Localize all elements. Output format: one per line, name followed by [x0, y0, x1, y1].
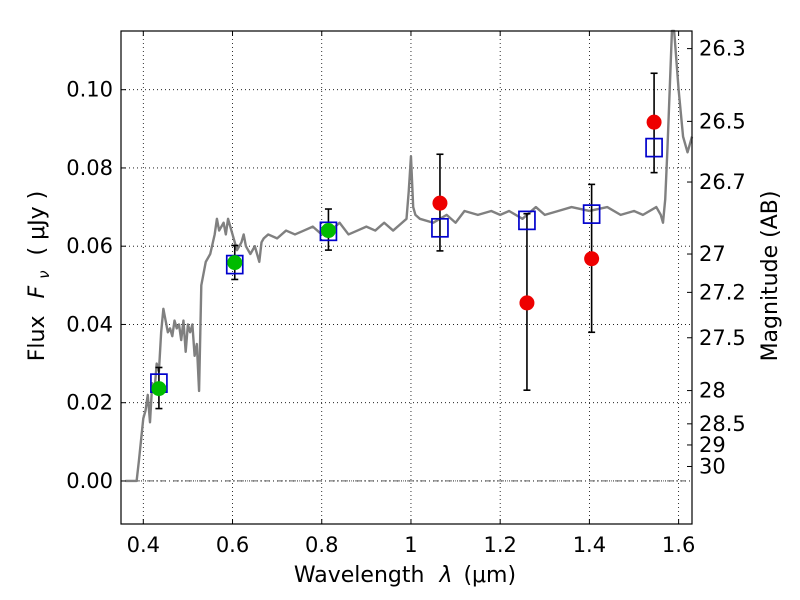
model-square-marker	[582, 204, 601, 224]
grid-lines	[121, 31, 692, 524]
mag-tick-label: 26.7	[699, 170, 746, 194]
y-tick-label: 0.02	[66, 391, 113, 415]
mag-tick-label: 29	[699, 433, 726, 457]
y-axis-label-symbol: F	[25, 285, 50, 298]
observed-point-marker	[151, 381, 167, 397]
right-axis-label: Magnitude (AB)	[758, 191, 783, 362]
observed-point-marker	[646, 114, 662, 130]
observed-point-marker	[519, 295, 535, 311]
y-tick-label: 0.08	[66, 156, 113, 180]
sed-curve	[125, 29, 694, 483]
x-axis-label: Wavelength λ (μm)	[294, 563, 516, 588]
mag-tick-label: 28	[699, 379, 726, 403]
error-bars	[155, 72, 658, 410]
x-axis-label-symbol: λ	[438, 563, 452, 588]
x-tick-label: 1.4	[573, 533, 606, 557]
mag-tick-label: 30	[699, 454, 726, 478]
mag-tick-label: 28.5	[699, 412, 746, 436]
model-square-marker	[319, 221, 338, 242]
observed-point-marker	[227, 255, 243, 271]
mag-tick-label: 27.5	[699, 326, 746, 350]
mag-tick-label: 26.3	[699, 37, 746, 61]
observed-point-marker	[432, 195, 448, 211]
y-tick-label: 0.06	[66, 234, 113, 258]
mag-tick-label: 26.5	[699, 109, 746, 133]
model-square-marker	[645, 137, 663, 158]
mag-tick-label: 27	[699, 242, 726, 266]
y-tick-label: 0.04	[66, 312, 113, 336]
x-axis-label-prefix: Wavelength	[294, 563, 425, 588]
y-tick-label: 0.10	[66, 78, 113, 102]
x-axis-label-unit: (μm)	[463, 563, 516, 588]
sed-line	[125, 29, 694, 483]
observed-points	[151, 114, 662, 397]
axis-ticks: 0.4 0.6 0.8 1 1.2 1.4 1.6 0.00 0.02 0.04 0.06 0.08 0…	[66, 31, 746, 557]
y-axis-label-unit: ( μJy )	[25, 191, 50, 256]
x-tick-label: 1.6	[662, 533, 695, 557]
x-tick-label: 0.4	[127, 533, 160, 557]
y-axis-label: Flux F ν ( μJy )	[25, 191, 55, 361]
observed-point-marker	[320, 223, 336, 239]
y-axis-label-sub: ν	[35, 270, 53, 278]
x-tick-label: 0.8	[305, 533, 338, 557]
y-tick-label: 0.00	[66, 469, 113, 493]
y-axis-label-prefix: Flux	[25, 315, 50, 361]
observed-point-marker	[584, 251, 600, 267]
mag-tick-label: 27.2	[699, 280, 746, 304]
x-tick-label: 0.6	[216, 533, 249, 557]
plot-frame	[120, 30, 693, 525]
x-tick-label: 1	[404, 533, 417, 557]
x-tick-label: 1.2	[483, 533, 516, 557]
model-square-marker	[518, 210, 536, 231]
model-squares	[150, 137, 663, 393]
model-square-marker	[431, 217, 449, 238]
